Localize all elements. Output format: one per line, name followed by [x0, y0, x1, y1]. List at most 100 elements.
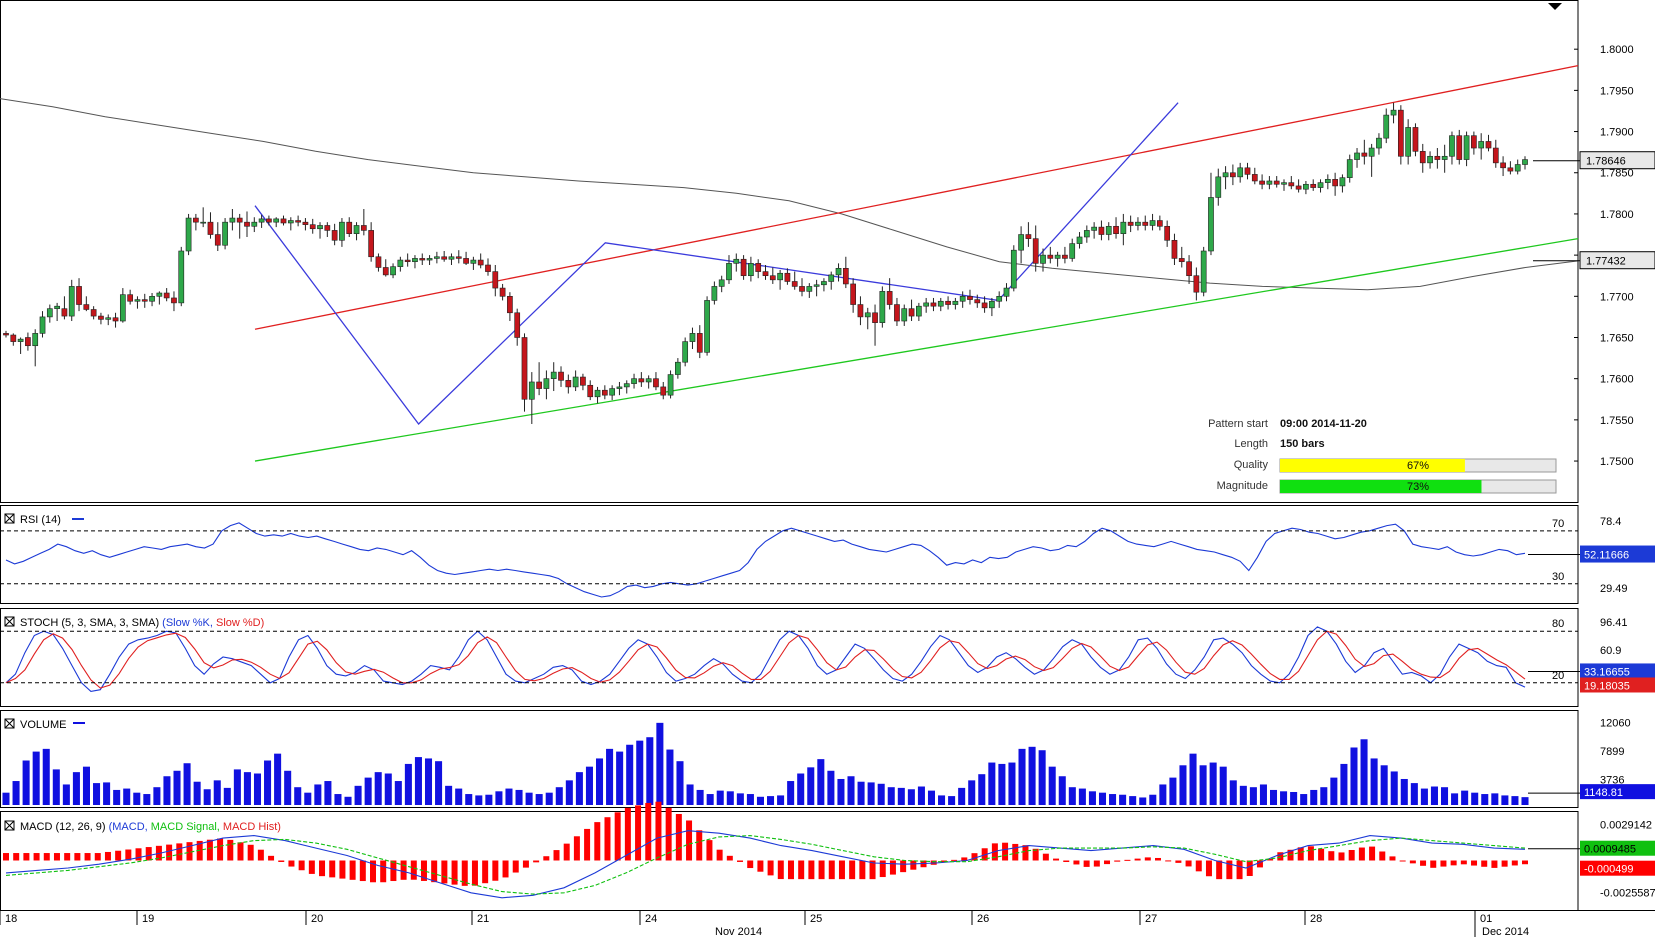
candle — [1054, 251, 1061, 267]
macd-hist-bar — [900, 860, 907, 873]
macd-hist-bar — [1032, 848, 1039, 861]
pattern-start-label: Pattern start — [1208, 418, 1268, 430]
day-label: 20 — [311, 913, 323, 925]
volume-bar — [455, 788, 463, 805]
candle-body — [1113, 225, 1119, 235]
candle-body — [499, 287, 506, 297]
volume-bar — [787, 781, 795, 805]
candle — [46, 304, 53, 323]
volume-bar — [1078, 788, 1086, 805]
candle-body — [1032, 238, 1039, 264]
macd-hist-bar — [737, 860, 744, 862]
candle — [974, 294, 981, 308]
candle — [930, 297, 937, 312]
macd-hist-bar — [278, 860, 285, 862]
stoch-title[interactable]: STOCH (5, 3, SMA, 3, SMA) (Slow %K, Slow … — [4, 616, 264, 629]
macd-hist-bar — [522, 860, 529, 868]
candle-body — [821, 281, 827, 286]
candle-body — [894, 304, 900, 322]
macd-hist-bar — [94, 853, 101, 861]
macd-hist-bar — [13, 853, 20, 861]
candle-body — [507, 296, 513, 314]
macd-hist-bar — [1195, 860, 1202, 872]
candle-body — [1339, 177, 1346, 187]
volume-bar — [203, 789, 211, 805]
macd-title-text: MACD (12, 26, 9) (MACD, MACD Signal, MACD… — [20, 821, 281, 833]
candle-body — [390, 266, 396, 276]
quality-value: 67% — [1407, 460, 1429, 472]
triangle-down-icon[interactable] — [1548, 3, 1562, 10]
candle — [726, 255, 732, 284]
macd-hist-bar — [553, 850, 560, 861]
volume-bar — [1410, 783, 1418, 805]
macd-hist-bar — [1481, 860, 1488, 867]
candle — [76, 278, 82, 312]
macd-hist-bar — [1318, 848, 1325, 861]
candle — [222, 218, 228, 250]
candle — [850, 278, 856, 313]
candle-body — [572, 376, 579, 388]
candle — [1317, 179, 1324, 193]
candle — [952, 297, 959, 310]
candle-body — [76, 286, 82, 305]
volume-bar — [1471, 792, 1479, 805]
candle-body — [1324, 179, 1331, 183]
volume-bar — [1370, 758, 1378, 805]
macd-hist-bar — [1420, 860, 1427, 866]
candle — [266, 215, 272, 226]
candle-body — [214, 234, 221, 246]
macd-hist-bar — [838, 860, 845, 880]
volume-bar — [1280, 791, 1288, 805]
macd-hist-bar — [1409, 860, 1416, 864]
macd-title[interactable]: MACD (12, 26, 9) (MACD, MACD Signal, MACD… — [4, 820, 281, 833]
candle-body — [1419, 151, 1426, 164]
macd-hist-bar — [1379, 851, 1386, 861]
macd-hist-bar — [339, 860, 346, 879]
candle-body — [872, 312, 878, 323]
candle — [1441, 144, 1448, 173]
volume-bar — [103, 782, 111, 805]
volume-title[interactable]: VOLUME — [4, 718, 85, 731]
candle — [32, 329, 39, 367]
candle-body — [879, 291, 886, 323]
candle-body — [171, 297, 177, 304]
candle — [587, 380, 594, 401]
macd-hist-bar — [135, 848, 142, 861]
candle — [1164, 220, 1171, 247]
rsi-value-label: 52.11666 — [1584, 550, 1629, 562]
macd-hist-bar — [1389, 856, 1396, 861]
candle-body — [412, 258, 418, 263]
candle — [638, 372, 645, 387]
candle-body — [1105, 225, 1112, 235]
candle — [1244, 162, 1251, 180]
volume-bar — [616, 751, 624, 805]
macd-hist-bar — [410, 860, 417, 880]
volume-bar — [1199, 765, 1207, 805]
candle — [404, 253, 411, 267]
candle-body — [842, 267, 849, 285]
candle — [1288, 176, 1295, 190]
candle-body — [777, 272, 783, 281]
candle-body — [302, 221, 309, 225]
candle — [1098, 220, 1105, 241]
candle — [1295, 179, 1302, 193]
candle — [1522, 156, 1528, 170]
candle-body — [404, 259, 411, 263]
candle — [1492, 139, 1499, 168]
candle-body — [769, 275, 776, 281]
candle — [769, 267, 776, 284]
candle-body — [1427, 155, 1433, 164]
volume-bar — [465, 794, 473, 805]
macd-hist-bar — [288, 860, 295, 867]
candle-body — [1259, 180, 1265, 185]
candle-body — [1478, 141, 1485, 149]
candle — [821, 278, 827, 292]
macd-hist-bar — [675, 813, 682, 861]
candle-body — [937, 300, 944, 307]
candle — [1485, 134, 1492, 152]
rsi-title[interactable]: RSI (14) — [4, 513, 84, 526]
price-tick-label: 1.7600 — [1600, 374, 1634, 386]
volume-bar — [767, 796, 775, 805]
candle — [244, 211, 250, 237]
